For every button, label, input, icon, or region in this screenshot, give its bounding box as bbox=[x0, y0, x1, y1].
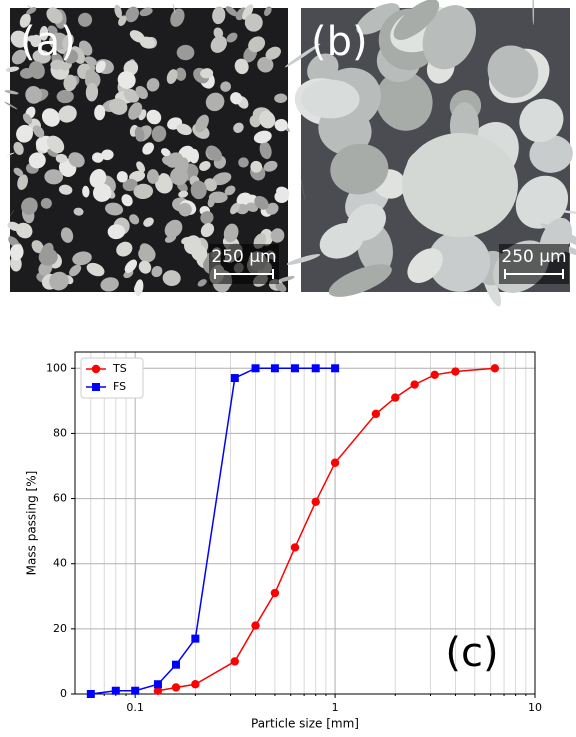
page: {"panels": [{"label": "(a)", "scale_bar"… bbox=[0, 0, 576, 733]
x-axis-label: Particle size [mm] bbox=[251, 717, 359, 731]
y-tick-label: 20 bbox=[53, 622, 67, 635]
marker bbox=[131, 687, 139, 695]
marker bbox=[251, 621, 259, 629]
series-line bbox=[91, 368, 335, 694]
marker bbox=[231, 374, 239, 382]
grain bbox=[274, 190, 288, 203]
marker bbox=[271, 364, 279, 372]
marker bbox=[291, 364, 299, 372]
marker bbox=[312, 364, 320, 372]
figure: (a) (b) 250 μm 250 μm Mass passing [%] P… bbox=[0, 0, 576, 733]
y-tick-label: 60 bbox=[53, 492, 67, 505]
scale-bar-label: 250 μm bbox=[211, 247, 276, 267]
marker bbox=[191, 635, 199, 643]
grain bbox=[245, 13, 263, 31]
marker bbox=[172, 683, 180, 691]
x-tick-label: 1 bbox=[332, 701, 339, 714]
y-tick-label: 80 bbox=[53, 426, 67, 439]
legend-label: FS bbox=[113, 380, 126, 393]
marker bbox=[431, 371, 439, 379]
marker bbox=[172, 661, 180, 669]
legend-label: TS bbox=[112, 362, 127, 375]
marker bbox=[291, 543, 299, 551]
grain bbox=[402, 133, 518, 237]
marker bbox=[410, 380, 418, 388]
y-axis-label: Mass passing [%] bbox=[25, 471, 39, 576]
marker bbox=[112, 687, 120, 695]
y-tick-label: 0 bbox=[60, 687, 67, 700]
x-tick-label: 0.1 bbox=[126, 701, 144, 714]
marker bbox=[331, 459, 339, 467]
series-line bbox=[158, 368, 495, 690]
marker bbox=[491, 364, 499, 372]
marker bbox=[331, 364, 339, 372]
marker bbox=[312, 498, 320, 506]
marker bbox=[372, 410, 380, 418]
grain bbox=[177, 45, 195, 61]
scale-bar-label: 250 μm bbox=[501, 247, 566, 267]
marker bbox=[271, 589, 279, 597]
marker bbox=[191, 680, 199, 688]
y-tick-label: 100 bbox=[46, 361, 67, 374]
x-tick-label: 10 bbox=[528, 701, 542, 714]
marker bbox=[154, 680, 162, 688]
grain bbox=[209, 191, 228, 203]
legend-marker bbox=[92, 365, 100, 373]
legend-marker bbox=[92, 383, 100, 391]
panel-label: (b) bbox=[311, 19, 368, 65]
marker bbox=[451, 367, 459, 375]
marker bbox=[391, 393, 399, 401]
marker bbox=[87, 690, 95, 698]
marker bbox=[231, 657, 239, 665]
panel-label: (a) bbox=[20, 19, 76, 65]
annotation: (c) bbox=[445, 630, 498, 676]
legend-box bbox=[81, 358, 143, 398]
marker bbox=[252, 364, 260, 372]
y-tick-label: 40 bbox=[53, 557, 67, 570]
